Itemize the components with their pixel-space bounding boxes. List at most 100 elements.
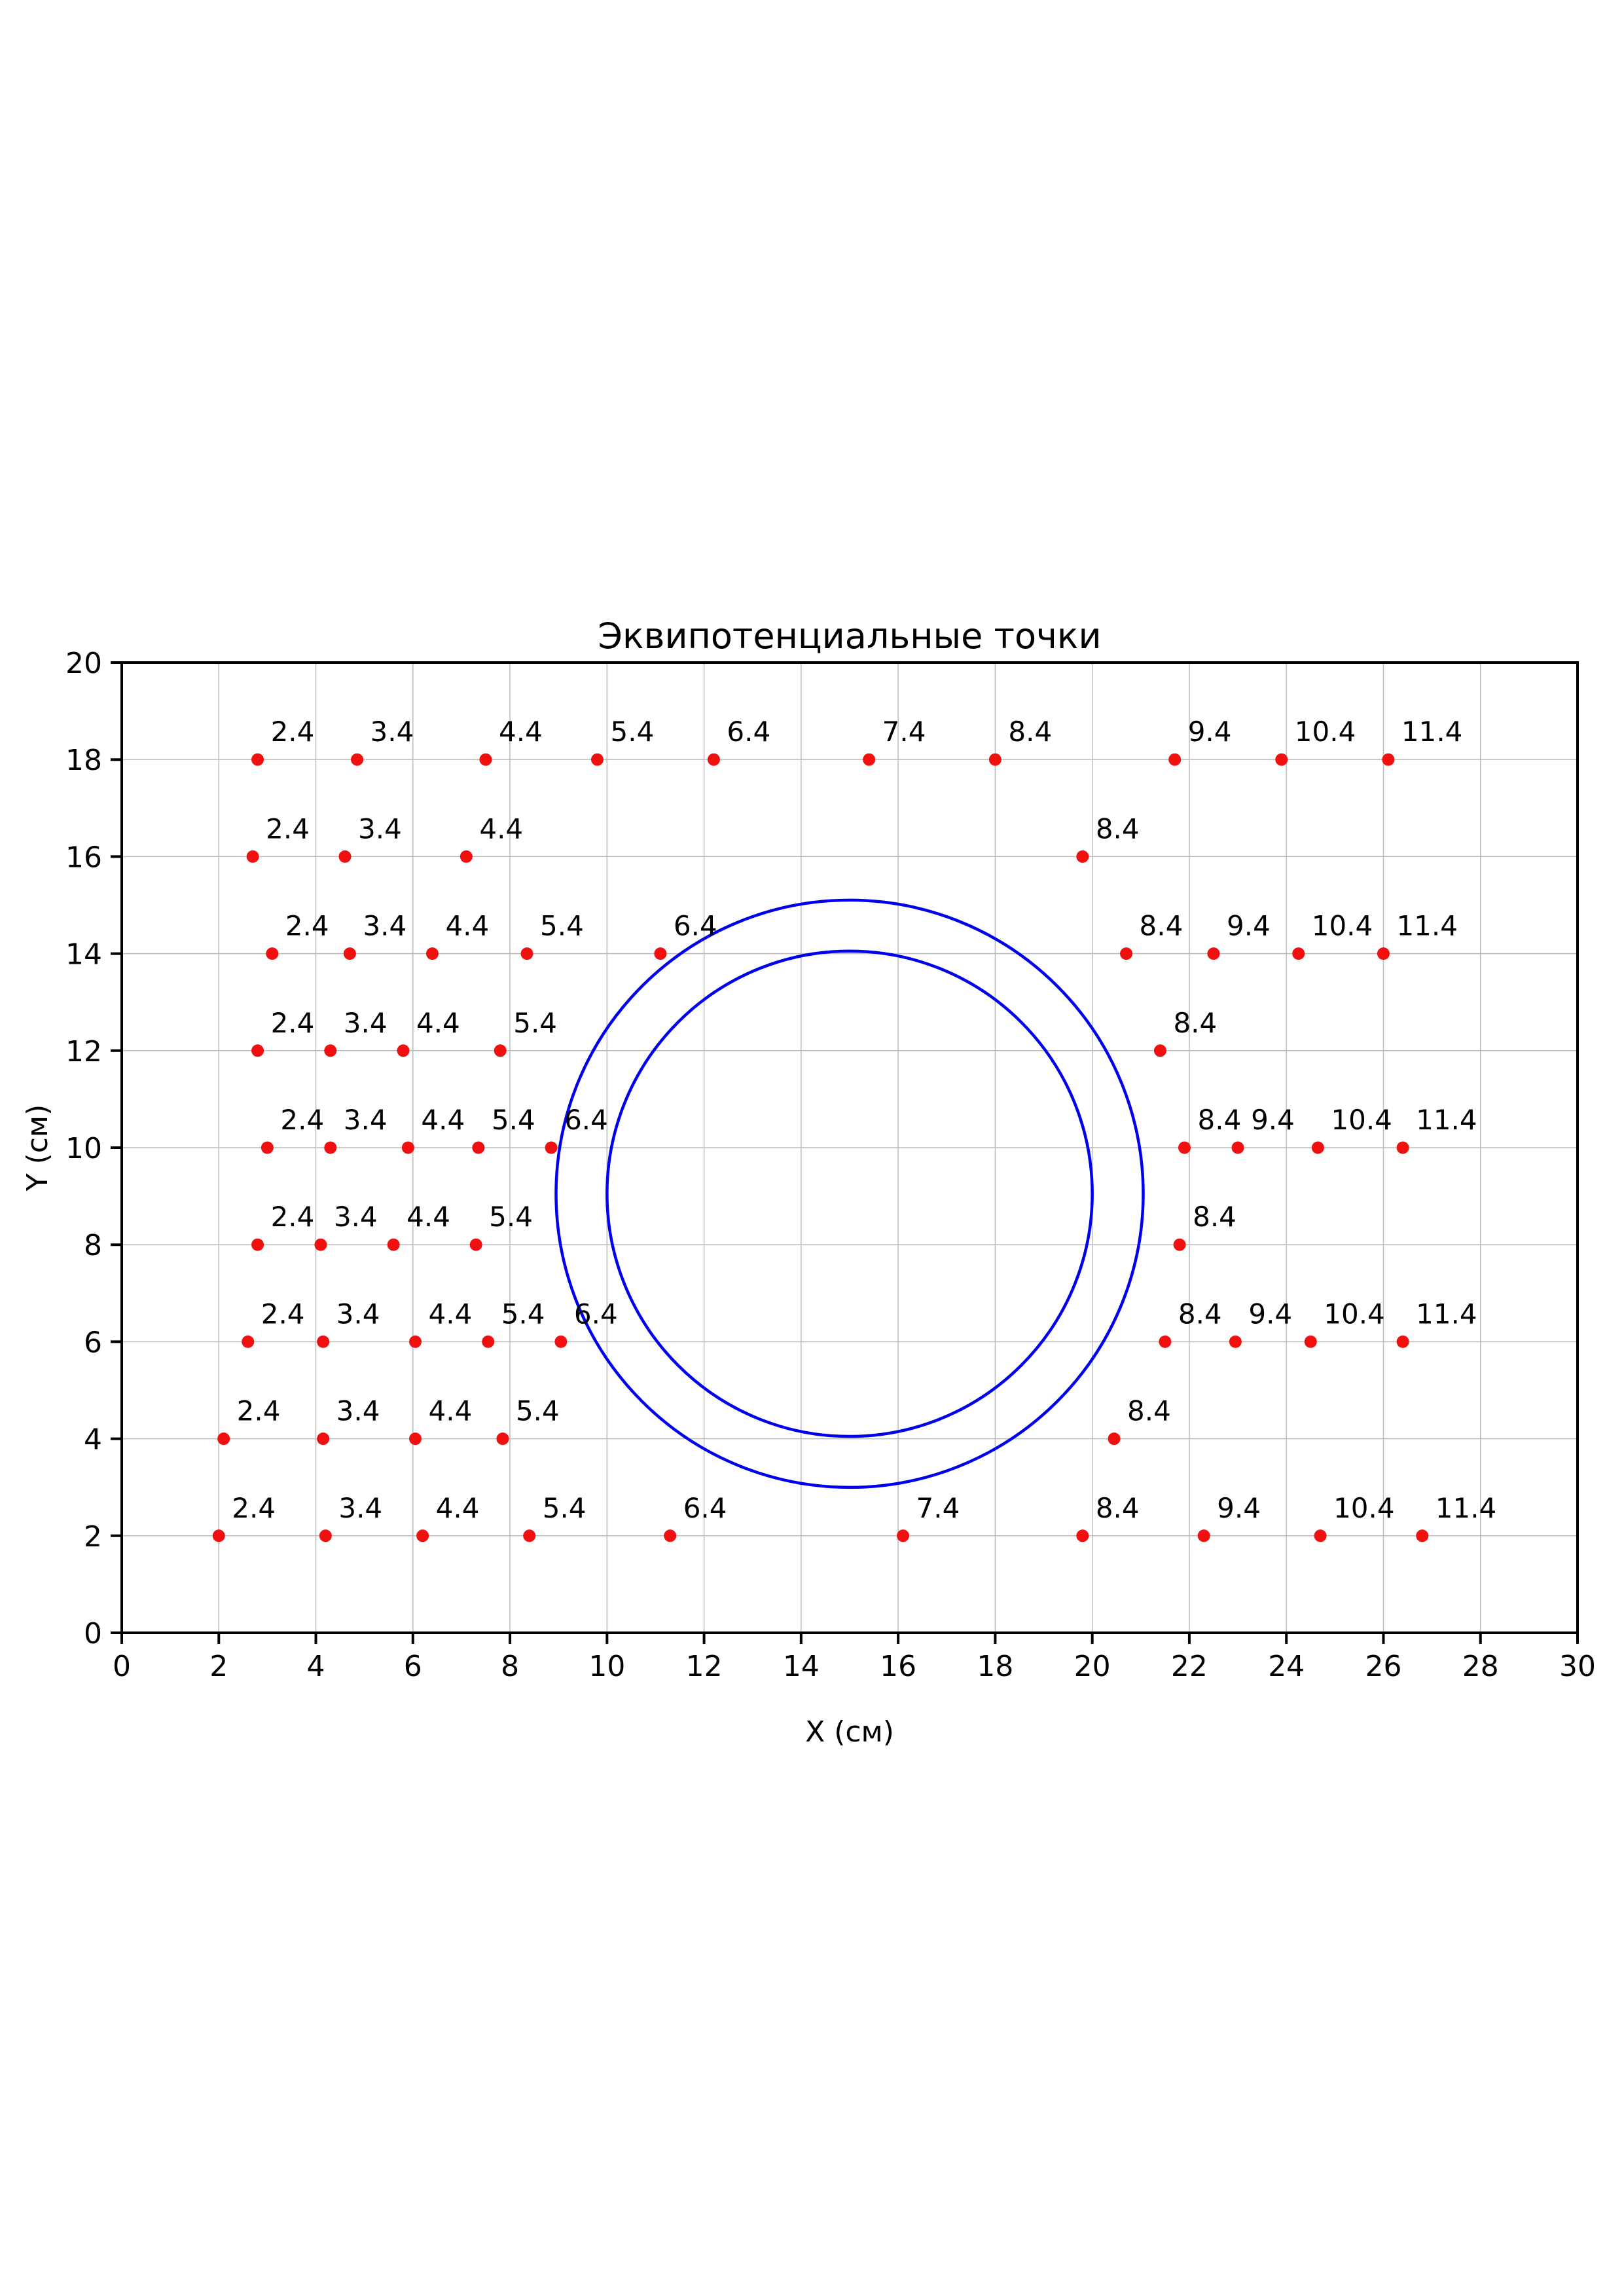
- x-tick-label: 18: [977, 1650, 1013, 1683]
- data-point: [1108, 1432, 1121, 1446]
- point-value-label: 8.4: [1198, 1104, 1242, 1136]
- data-point: [1076, 1529, 1089, 1542]
- point-value-label: 6.4: [683, 1492, 727, 1524]
- point-value-label: 9.4: [1188, 716, 1232, 748]
- y-tick-label: 12: [65, 1035, 102, 1068]
- data-point: [1076, 850, 1089, 863]
- data-point: [387, 1238, 400, 1251]
- data-point: [1304, 1335, 1317, 1348]
- y-tick-label: 8: [84, 1229, 102, 1262]
- point-value-label: 6.4: [674, 910, 717, 942]
- point-value-label: 4.4: [445, 910, 489, 942]
- point-value-label: 11.4: [1401, 716, 1463, 748]
- x-tick-label: 2: [209, 1650, 228, 1683]
- plot-border: [120, 661, 1579, 1634]
- data-point: [1197, 1529, 1210, 1542]
- data-point: [523, 1529, 536, 1542]
- data-point: [479, 753, 492, 766]
- y-tick-label: 2: [84, 1520, 102, 1554]
- point-value-label: 3.4: [370, 716, 414, 748]
- data-point: [1416, 1529, 1429, 1542]
- point-value-label: 4.4: [421, 1104, 465, 1136]
- point-value-label: 4.4: [499, 716, 543, 748]
- y-tick-label: 4: [84, 1423, 102, 1457]
- x-tick-label: 12: [686, 1650, 723, 1683]
- point-value-label: 3.4: [344, 1104, 388, 1136]
- data-point: [1377, 947, 1390, 960]
- y-tick-label: 20: [65, 647, 102, 680]
- point-value-label: 2.4: [266, 812, 310, 845]
- data-point: [988, 753, 1001, 766]
- data-point: [251, 1238, 264, 1251]
- point-value-label: 3.4: [358, 812, 402, 845]
- point-value-label: 3.4: [334, 1201, 378, 1233]
- data-point: [425, 947, 439, 960]
- y-axis-label: Y (см): [21, 1104, 54, 1192]
- point-value-label: 2.4: [271, 1007, 315, 1039]
- point-value-label: 8.4: [1140, 910, 1183, 942]
- data-point: [343, 947, 356, 960]
- x-tick-label: 20: [1074, 1650, 1111, 1683]
- point-value-label: 4.4: [479, 812, 523, 845]
- data-point: [707, 753, 720, 766]
- data-point: [217, 1432, 230, 1446]
- data-points-layer: [212, 753, 1429, 1542]
- point-value-label: 5.4: [543, 1492, 586, 1524]
- point-value-label: 7.4: [882, 716, 926, 748]
- x-tick-label: 24: [1268, 1650, 1305, 1683]
- x-tick-label: 14: [783, 1650, 820, 1683]
- point-value-label: 5.4: [513, 1007, 557, 1039]
- x-tick-label: 6: [404, 1650, 422, 1683]
- data-point: [401, 1141, 414, 1154]
- data-point: [1168, 753, 1182, 766]
- data-point: [212, 1529, 225, 1542]
- point-value-label: 2.4: [232, 1492, 276, 1524]
- x-tick-label: 8: [501, 1650, 519, 1683]
- point-value-label: 2.4: [237, 1395, 281, 1427]
- data-point: [1292, 947, 1305, 960]
- equipotential-circle: [554, 898, 1145, 1489]
- data-point: [1382, 753, 1395, 766]
- x-tick-label: 26: [1365, 1650, 1401, 1683]
- data-point: [1275, 753, 1288, 766]
- data-point: [1159, 1335, 1172, 1348]
- point-value-label: 8.4: [1193, 1201, 1236, 1233]
- data-point: [1207, 947, 1220, 960]
- data-point: [324, 1044, 337, 1057]
- data-point: [1173, 1238, 1186, 1251]
- data-point: [496, 1432, 509, 1446]
- data-point: [266, 947, 279, 960]
- grid-layer: [121, 662, 1578, 1633]
- data-point: [863, 753, 876, 766]
- data-point: [246, 850, 259, 863]
- point-value-label: 9.4: [1248, 1298, 1292, 1330]
- data-point: [1229, 1335, 1242, 1348]
- x-tick-label: 4: [307, 1650, 325, 1683]
- point-value-label: 5.4: [540, 910, 584, 942]
- data-point: [409, 1432, 422, 1446]
- data-point: [664, 1529, 677, 1542]
- y-tick-label: 0: [84, 1617, 102, 1650]
- point-labels-layer: 2.4 3.4 4.4 5.4 6.4 7.4 8.4 9.4 10.4 11.4 2.4 3.4 4.…: [232, 716, 1496, 1524]
- point-value-label: 5.4: [489, 1201, 533, 1233]
- point-value-label: 5.4: [501, 1298, 545, 1330]
- point-value-label: 8.4: [1096, 812, 1140, 845]
- data-point: [591, 753, 604, 766]
- data-point: [460, 850, 473, 863]
- point-value-label: 11.4: [1416, 1104, 1477, 1136]
- data-point: [338, 850, 352, 863]
- y-tick-label: 18: [65, 744, 102, 777]
- equipotential-circles-layer: [554, 898, 1145, 1489]
- point-value-label: 6.4: [574, 1298, 618, 1330]
- axes-layer: 0 2 4 6 8 10 12 14 16 18 20 22 24 26 28 300246810121416…: [65, 647, 1596, 1683]
- point-value-label: 11.4: [1396, 910, 1458, 942]
- data-point: [545, 1141, 558, 1154]
- y-tick-label: 14: [65, 938, 102, 972]
- point-value-label: 5.4: [516, 1395, 560, 1427]
- x-tick-label: 16: [880, 1650, 916, 1683]
- data-point: [469, 1238, 482, 1251]
- point-value-label: 4.4: [429, 1298, 473, 1330]
- x-tick-label: 22: [1171, 1650, 1208, 1683]
- data-point: [494, 1044, 507, 1057]
